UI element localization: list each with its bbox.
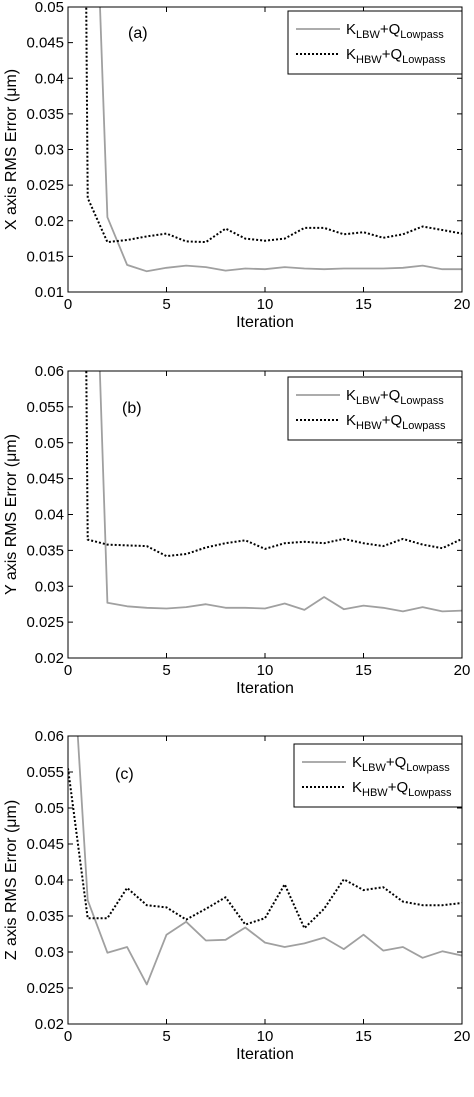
legend-label-lbw: KLBW+QLowpass [346, 387, 444, 407]
x-tick-label: 15 [355, 1028, 372, 1045]
x-axis-label: Iteration [236, 1046, 294, 1063]
legend-main-1: K [346, 46, 356, 63]
legend-main-2: +Q [388, 779, 408, 796]
legend-main-1: K [352, 779, 362, 796]
legend-main-2: +Q [382, 46, 402, 63]
y-tick-label: 0.035 [26, 106, 64, 123]
legend-main-2: +Q [386, 754, 406, 771]
x-tick-label: 10 [257, 1028, 274, 1045]
legend-sub-1: HBW [356, 54, 382, 66]
y-tick-label: 0.02 [35, 1016, 64, 1033]
x-tick-label: 0 [64, 662, 72, 679]
legend-label-lbw: KLBW+QLowpass [346, 21, 444, 41]
legend-sub-1: LBW [356, 395, 380, 407]
x-axis-label: Iteration [236, 314, 294, 331]
y-tick-label: 0.03 [35, 578, 64, 595]
y-tick-label: 0.015 [26, 248, 64, 265]
x-tick-label: 20 [454, 662, 471, 679]
x-tick-label: 5 [162, 662, 170, 679]
legend-sub-2: Lowpass [400, 29, 444, 41]
y-axis-label: Z axis RMS Error (μm) [3, 800, 20, 960]
y-tick-label: 0.02 [35, 213, 64, 230]
legend-main-2: +Q [380, 21, 400, 38]
x-tick-label: 20 [454, 296, 471, 313]
legend-sub-2: Lowpass [402, 54, 446, 66]
series-line-lbw [76, 736, 462, 986]
x-tick-label: 5 [162, 296, 170, 313]
y-tick-label: 0.01 [35, 284, 64, 301]
panel-label: (a) [128, 25, 148, 42]
legend-sub-2: Lowpass [408, 787, 452, 799]
x-axis-label: Iteration [236, 680, 294, 697]
x-tick-label: 10 [257, 662, 274, 679]
chart-panel-3: 0 5 10 15 20 0.02 0.025 0.03 0.035 0.04 0.045 0.05 0… [3, 728, 470, 1063]
y-tick-label: 0.035 [26, 908, 64, 925]
x-tick-label: 0 [64, 296, 72, 313]
legend-main-1: K [346, 21, 356, 38]
legend-label-hbw: KHBW+QLowpass [346, 46, 446, 66]
y-tick-label: 0.06 [35, 728, 64, 745]
y-tick-label: 0.04 [35, 70, 64, 87]
y-tick-label: 0.05 [35, 435, 64, 452]
legend-main-1: K [346, 387, 356, 404]
legend-main-2: +Q [380, 387, 400, 404]
y-axis-label: Y axis RMS Error (μm) [3, 434, 20, 595]
x-tick-label: 15 [355, 296, 372, 313]
legend-sub-1: HBW [362, 787, 388, 799]
panel-label: (b) [122, 400, 142, 417]
y-tick-label: 0.025 [26, 980, 64, 997]
legend-main-1: K [346, 412, 356, 429]
legend-box [287, 376, 463, 441]
y-tick-label: 0.045 [26, 471, 64, 488]
series-line-hbw [85, 371, 462, 558]
y-tick-label: 0.05 [35, 0, 64, 16]
legend-label-hbw: KHBW+QLowpass [352, 779, 452, 799]
series-line-hbw [68, 768, 462, 930]
series-line-lbw [98, 371, 462, 613]
y-tick-label: 0.025 [26, 177, 64, 194]
legend-main-1: K [352, 754, 362, 771]
y-tick-label: 0.04 [35, 507, 64, 524]
panel-label: (c) [115, 766, 134, 783]
y-tick-label: 0.03 [35, 944, 64, 961]
y-tick-label: 0.045 [26, 836, 64, 853]
y-axis-label: X axis RMS Error (μm) [3, 69, 20, 230]
y-tick-label: 0.045 [26, 35, 64, 52]
legend-label-lbw: KLBW+QLowpass [352, 754, 450, 774]
chart-panel-1: 0 5 10 15 20 0.01 0.015 0.02 0.025 0.03 0.035 0.04 0… [3, 0, 470, 331]
legend-sub-1: LBW [362, 762, 386, 774]
legend-box [287, 10, 463, 75]
chart-panel-2: 0 5 10 15 20 0.02 0.025 0.03 0.035 0.04 0.045 0.05 0… [3, 363, 471, 697]
series-line-lbw [99, 7, 462, 273]
legend-sub-2: Lowpass [402, 420, 446, 432]
y-tick-label: 0.04 [35, 872, 64, 889]
y-tick-label: 0.05 [35, 800, 64, 817]
legend-sub-1: LBW [356, 29, 380, 41]
x-tick-label: 5 [162, 1028, 170, 1045]
y-tick-label: 0.06 [35, 363, 64, 380]
legend-main-2: +Q [382, 412, 402, 429]
legend-sub-1: HBW [356, 420, 382, 432]
x-tick-label: 10 [257, 296, 274, 313]
legend-label-hbw: KHBW+QLowpass [346, 412, 446, 432]
x-tick-label: 20 [454, 1028, 471, 1045]
y-tick-label: 0.025 [26, 614, 64, 631]
y-tick-label: 0.055 [26, 399, 64, 416]
y-tick-label: 0.035 [26, 542, 64, 559]
y-tick-label: 0.02 [35, 650, 64, 667]
y-tick-label: 0.055 [26, 764, 64, 781]
x-tick-label: 15 [355, 662, 372, 679]
x-tick-label: 0 [64, 1028, 72, 1045]
y-tick-label: 0.03 [35, 142, 64, 159]
legend-sub-2: Lowpass [406, 762, 450, 774]
legend-box [293, 743, 463, 808]
series-line-hbw [85, 7, 462, 244]
legend-sub-2: Lowpass [400, 395, 444, 407]
